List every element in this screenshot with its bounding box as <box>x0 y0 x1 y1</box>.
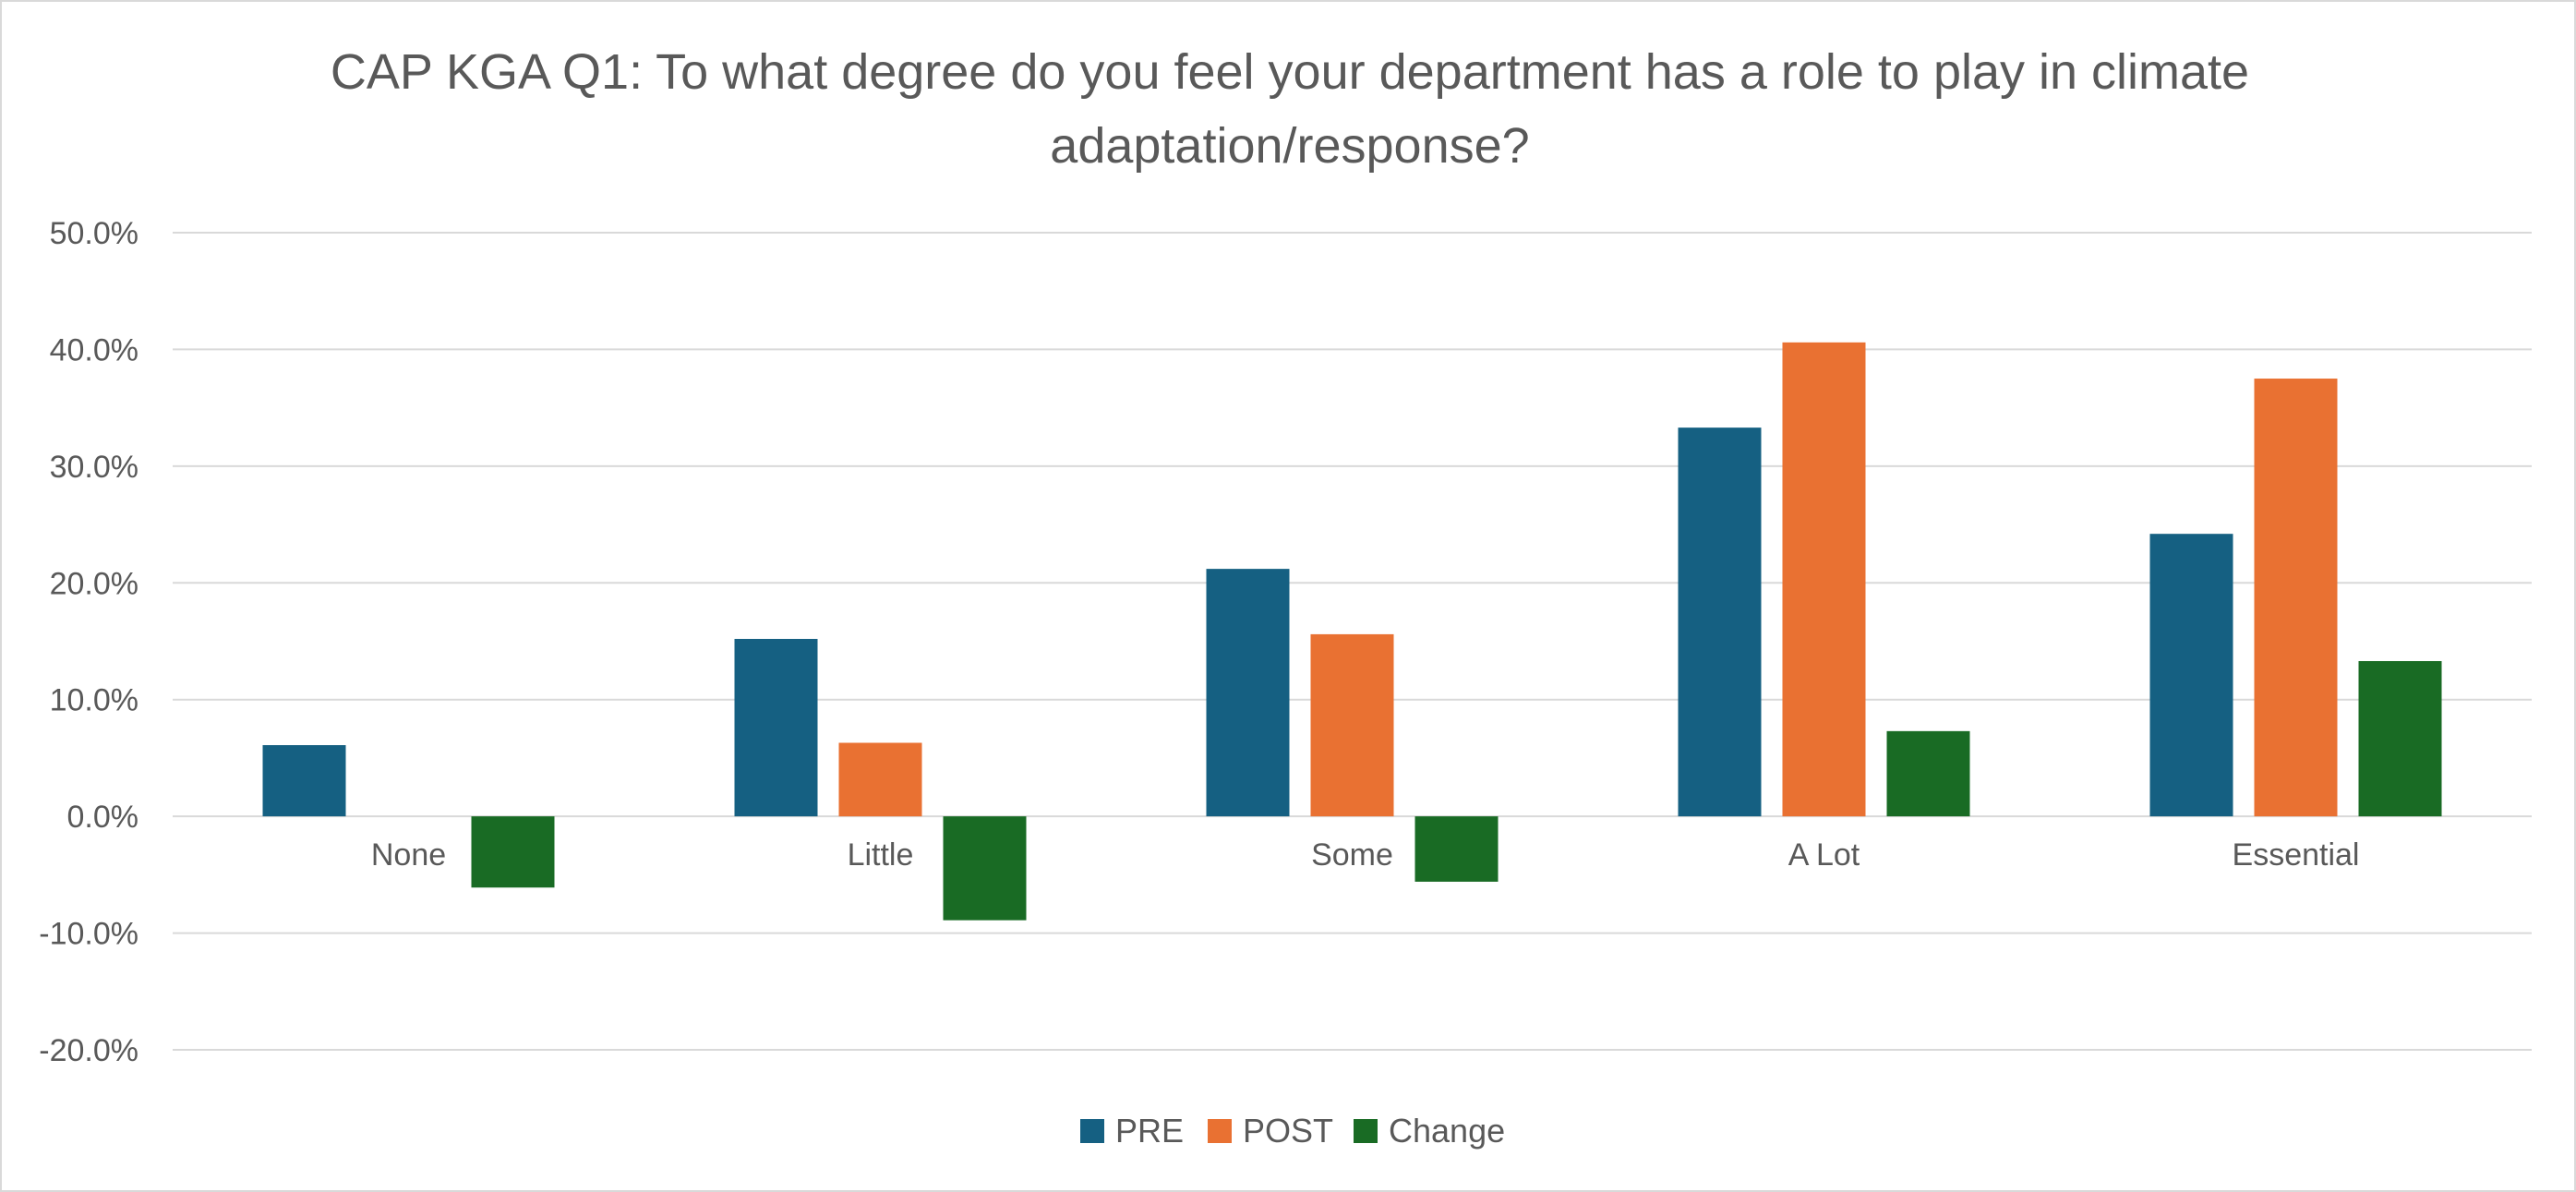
y-tick-label: -10.0% <box>39 917 138 952</box>
bar-pre-little <box>734 638 818 817</box>
category-label: None <box>371 837 446 873</box>
legend-swatch-post <box>1208 1119 1232 1143</box>
y-axis-tick-labels: 50.0% 40.0% 30.0% 20.0% 10.0% 0.0% -10.0% -20.0… <box>39 216 138 1068</box>
category-label: Little <box>848 837 914 873</box>
legend-swatch-pre <box>1080 1119 1104 1143</box>
legend-swatch-change <box>1354 1119 1378 1143</box>
category-label: A Lot <box>1788 837 1860 873</box>
bar-post-some <box>1310 633 1394 817</box>
y-tick-label: -20.0% <box>39 1033 138 1068</box>
bar-change-essential <box>2358 660 2442 817</box>
y-tick-label: 30.0% <box>50 450 138 485</box>
y-tick-label: 50.0% <box>50 216 138 251</box>
category-labels: None Little Some A Lot Essential <box>371 837 2360 873</box>
y-tick-label: 40.0% <box>50 332 138 367</box>
legend-label-post: POST <box>1243 1112 1333 1150</box>
gridlines <box>173 232 2532 1051</box>
bar-change-none <box>471 816 555 888</box>
y-tick-label: 0.0% <box>67 800 139 835</box>
bar-change-a-lot <box>1886 730 1970 817</box>
bar-post-a-lot <box>1782 342 1866 817</box>
bar-change-little <box>943 816 1027 921</box>
bar-post-essential <box>2254 379 2338 817</box>
legend-label-change: Change <box>1389 1112 1505 1150</box>
bar-pre-none <box>262 745 346 817</box>
bars <box>262 342 2442 921</box>
bar-pre-some <box>1206 569 1290 817</box>
y-tick-label: 20.0% <box>50 566 138 601</box>
bar-pre-essential <box>2149 534 2233 817</box>
y-tick-label: 10.0% <box>50 683 138 718</box>
legend-label-pre: PRE <box>1115 1112 1184 1150</box>
bar-post-little <box>838 742 922 817</box>
legend: PRE POST Change <box>1080 1112 1505 1150</box>
chart-title: CAP KGA Q1: To what degree do you feel y… <box>330 44 2250 174</box>
category-label: Essential <box>2233 837 2360 873</box>
bar-change-some <box>1414 816 1499 882</box>
category-label: Some <box>1311 837 1393 873</box>
bar-pre-a-lot <box>1678 427 1762 817</box>
